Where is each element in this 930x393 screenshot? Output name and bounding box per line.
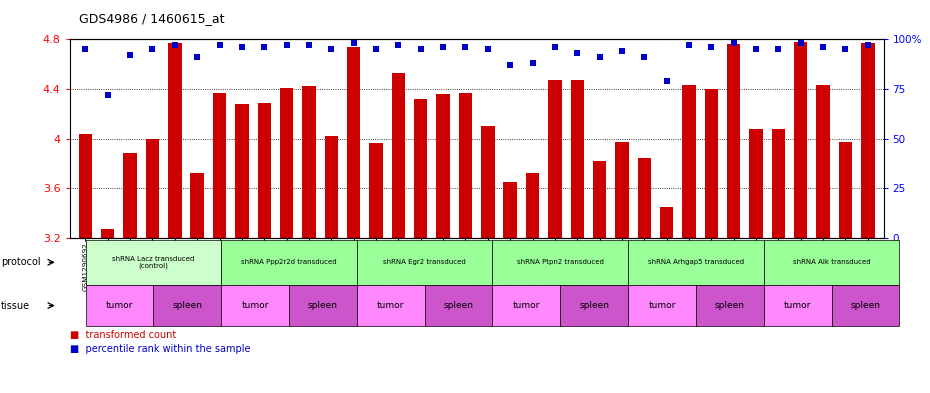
Bar bbox=[191, 173, 204, 238]
Point bbox=[167, 42, 182, 48]
Point bbox=[234, 44, 249, 50]
Text: protocol: protocol bbox=[1, 257, 41, 267]
Point bbox=[123, 52, 138, 58]
Bar bbox=[660, 207, 673, 238]
Point bbox=[458, 44, 472, 50]
Point bbox=[257, 44, 272, 50]
Text: shRNA Arhgap5 transduced: shRNA Arhgap5 transduced bbox=[648, 259, 744, 265]
Text: spleen: spleen bbox=[850, 301, 881, 310]
Point bbox=[301, 42, 316, 48]
Bar bbox=[616, 142, 629, 238]
Bar bbox=[414, 99, 428, 238]
Text: ■  transformed count: ■ transformed count bbox=[70, 330, 176, 340]
Bar bbox=[325, 136, 338, 238]
Point bbox=[548, 44, 563, 50]
Bar bbox=[101, 229, 114, 238]
Point bbox=[78, 46, 93, 52]
Point bbox=[816, 44, 830, 50]
Point bbox=[324, 46, 339, 52]
Bar bbox=[683, 85, 696, 238]
Text: spleen: spleen bbox=[172, 301, 203, 310]
Bar bbox=[772, 129, 785, 238]
Text: tumor: tumor bbox=[377, 301, 405, 310]
Text: GDS4986 / 1460615_at: GDS4986 / 1460615_at bbox=[79, 12, 224, 25]
Point bbox=[190, 54, 205, 60]
Bar bbox=[258, 103, 271, 238]
Text: spleen: spleen bbox=[715, 301, 745, 310]
Bar bbox=[861, 43, 874, 238]
Bar bbox=[369, 143, 383, 238]
Text: spleen: spleen bbox=[444, 301, 473, 310]
Bar bbox=[168, 43, 181, 238]
Point bbox=[682, 42, 697, 48]
Point bbox=[525, 60, 540, 66]
Bar bbox=[79, 134, 92, 238]
Bar bbox=[592, 161, 606, 238]
Point bbox=[749, 46, 764, 52]
Point bbox=[212, 42, 227, 48]
Bar bbox=[235, 104, 248, 238]
Bar bbox=[570, 80, 584, 238]
Point bbox=[615, 48, 630, 54]
Point bbox=[391, 42, 405, 48]
Text: tumor: tumor bbox=[648, 301, 676, 310]
Bar bbox=[525, 173, 539, 238]
Point bbox=[637, 54, 652, 60]
Text: tumor: tumor bbox=[242, 301, 269, 310]
Text: spleen: spleen bbox=[579, 301, 609, 310]
Text: tumor: tumor bbox=[512, 301, 540, 310]
Bar bbox=[839, 142, 852, 238]
Point bbox=[368, 46, 383, 52]
Bar bbox=[794, 42, 807, 238]
Point bbox=[793, 40, 808, 46]
Bar bbox=[548, 80, 562, 238]
Point bbox=[100, 92, 115, 98]
Bar bbox=[503, 182, 517, 238]
Point bbox=[726, 40, 741, 46]
Bar bbox=[213, 93, 226, 238]
Point bbox=[346, 40, 361, 46]
Point bbox=[704, 44, 719, 50]
Bar bbox=[727, 44, 740, 238]
Text: shRNA Ptpn2 transduced: shRNA Ptpn2 transduced bbox=[517, 259, 604, 265]
Point bbox=[659, 78, 674, 84]
Point bbox=[145, 46, 160, 52]
Text: ■  percentile rank within the sample: ■ percentile rank within the sample bbox=[70, 344, 250, 354]
Text: shRNA Egr2 transduced: shRNA Egr2 transduced bbox=[383, 259, 466, 265]
Bar bbox=[392, 73, 405, 238]
Text: tissue: tissue bbox=[1, 301, 30, 310]
Bar bbox=[481, 126, 495, 238]
Text: shRNA Lacz transduced
(control): shRNA Lacz transduced (control) bbox=[113, 255, 194, 269]
Point bbox=[771, 46, 786, 52]
Bar bbox=[347, 47, 360, 238]
Point bbox=[860, 42, 875, 48]
Text: tumor: tumor bbox=[784, 301, 811, 310]
Bar bbox=[302, 86, 315, 238]
Text: shRNA Alk transduced: shRNA Alk transduced bbox=[792, 259, 870, 265]
Text: tumor: tumor bbox=[106, 301, 133, 310]
Bar bbox=[705, 89, 718, 238]
Point bbox=[481, 46, 496, 52]
Point bbox=[413, 46, 428, 52]
Point bbox=[435, 44, 450, 50]
Point bbox=[279, 42, 294, 48]
Point bbox=[503, 62, 518, 68]
Point bbox=[838, 46, 853, 52]
Bar bbox=[458, 93, 472, 238]
Bar bbox=[750, 129, 763, 238]
Bar bbox=[638, 158, 651, 238]
Bar bbox=[146, 139, 159, 238]
Text: spleen: spleen bbox=[308, 301, 338, 310]
Text: shRNA Ppp2r2d transduced: shRNA Ppp2r2d transduced bbox=[241, 259, 337, 265]
Point bbox=[592, 54, 607, 60]
Bar bbox=[124, 153, 137, 238]
Bar bbox=[436, 94, 450, 238]
Bar bbox=[817, 85, 830, 238]
Point bbox=[570, 50, 585, 56]
Bar bbox=[280, 88, 293, 238]
